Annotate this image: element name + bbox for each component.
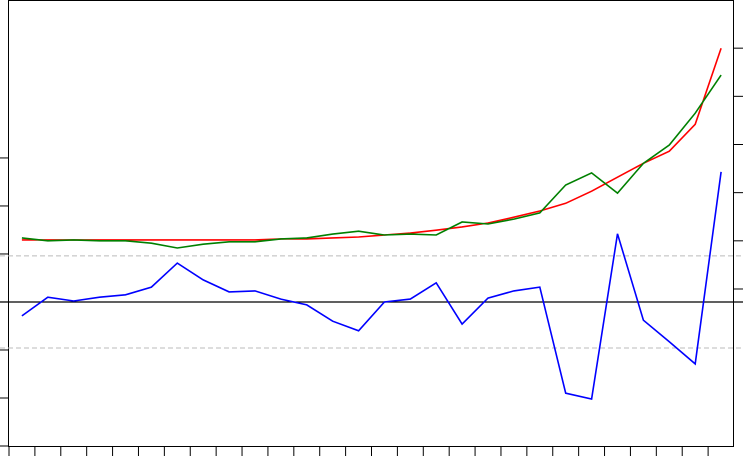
- series-line: [21, 74, 722, 249]
- series-line: [21, 47, 722, 241]
- plot-frame: [8, 0, 734, 447]
- series-line: [21, 171, 722, 400]
